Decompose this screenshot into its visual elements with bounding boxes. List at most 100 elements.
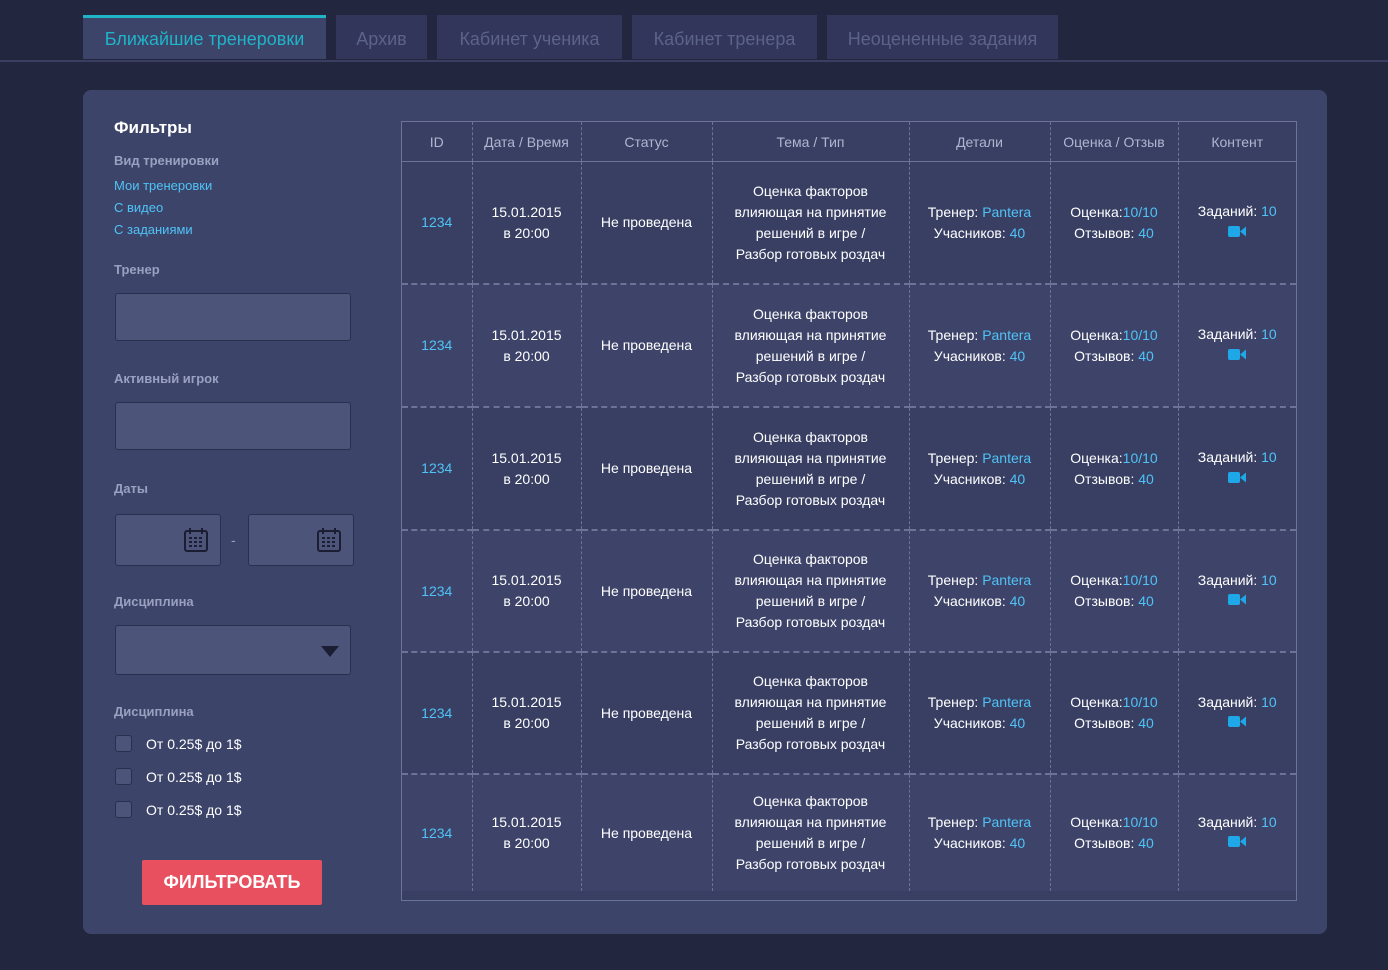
topic-line: решений в игре / xyxy=(755,715,866,731)
column-header-date[interactable]: Дата / Время xyxy=(472,122,582,162)
participants-count[interactable]: 40 xyxy=(1009,715,1026,731)
link-with-video[interactable]: С видео xyxy=(114,200,164,215)
cell-status: Не проведена xyxy=(581,774,713,891)
tasks-count[interactable]: 10 xyxy=(1261,693,1277,710)
topic-line: влияющая на принятие xyxy=(734,326,887,343)
active-player-input[interactable] xyxy=(115,402,351,450)
topic-line: решений в игре / xyxy=(755,593,866,609)
date-to-input[interactable] xyxy=(248,514,354,566)
coach-link[interactable]: Pantera xyxy=(982,694,1032,710)
participants-count[interactable]: 40 xyxy=(1009,593,1026,609)
rating-value[interactable]: 10/10 xyxy=(1122,572,1158,588)
rating-value[interactable]: 10/10 xyxy=(1122,449,1158,466)
link-my-trainings[interactable]: Мои тренеровки xyxy=(114,178,213,193)
coach-label: Тренер: xyxy=(927,203,979,220)
topic-line: влияющая на принятие xyxy=(734,694,887,710)
training-id-link[interactable]: 1234 xyxy=(421,460,453,476)
video-camera-icon[interactable] xyxy=(1228,713,1247,734)
cell-content: Заданий: 10 xyxy=(1178,774,1296,891)
table-row: 1234 15.01.2015 в 20:00 Не проведена Оценка … xyxy=(402,161,1296,285)
table-row: 1234 15.01.2015 в 20:00 Не проведена Оценка … xyxy=(402,284,1296,408)
tab-unrated-tasks[interactable]: Неоцененные задания xyxy=(827,15,1058,59)
reviews-count[interactable]: 40 xyxy=(1138,347,1154,364)
column-header-content[interactable]: Контент xyxy=(1178,122,1296,162)
coach-link[interactable]: Pantera xyxy=(982,203,1032,220)
checkbox[interactable] xyxy=(115,801,132,818)
tasks-count[interactable]: 10 xyxy=(1261,571,1277,588)
training-id-link[interactable]: 1234 xyxy=(421,704,453,721)
coach-label: Тренер: xyxy=(927,449,979,466)
rating-value[interactable]: 10/10 xyxy=(1122,814,1158,830)
reviews-count[interactable]: 40 xyxy=(1138,593,1154,609)
reviews-count[interactable]: 40 xyxy=(1138,715,1154,731)
cell-details: Тренер: Pantera Учасников: 40 xyxy=(909,530,1051,653)
rating-label: Оценка: xyxy=(1070,449,1123,466)
tasks-count[interactable]: 10 xyxy=(1261,203,1277,220)
cell-id: 1234 xyxy=(402,530,473,653)
tab-upcoming-trainings[interactable]: Ближайшие тренеровки xyxy=(83,15,326,59)
coach-link[interactable]: Pantera xyxy=(982,814,1032,830)
tasks-count[interactable]: 10 xyxy=(1261,449,1277,466)
tab-student-cabinet[interactable]: Кабинет ученика xyxy=(437,15,622,59)
reviews-count[interactable]: 40 xyxy=(1138,835,1154,851)
training-id-link[interactable]: 1234 xyxy=(421,824,453,841)
caret-down-icon[interactable] xyxy=(321,646,339,657)
reviews-count[interactable]: 40 xyxy=(1138,224,1154,241)
discipline-select[interactable] xyxy=(115,625,351,675)
topic-line: Оценка факторов xyxy=(752,305,868,322)
video-camera-icon[interactable] xyxy=(1228,346,1247,367)
video-camera-icon[interactable] xyxy=(1228,833,1247,854)
video-camera-icon[interactable] xyxy=(1228,591,1247,612)
training-id-link[interactable]: 1234 xyxy=(421,582,453,599)
training-id-link[interactable]: 1234 xyxy=(421,214,453,230)
training-id-link[interactable]: 1234 xyxy=(421,337,453,353)
cell-content: Заданий: 10 xyxy=(1178,161,1296,285)
participants-count[interactable]: 40 xyxy=(1009,347,1026,364)
topic-line: Разбор готовых роздач xyxy=(735,614,886,630)
dates-label: Даты xyxy=(114,481,148,496)
tab-coach-cabinet[interactable]: Кабинет тренера xyxy=(632,15,817,59)
cell-topic: Оценка факторов влияющая на принятие решен… xyxy=(712,652,910,775)
checkbox[interactable] xyxy=(115,735,132,752)
table-row: 1234 15.01.2015 в 20:00 Не проведена Оценка … xyxy=(402,407,1296,531)
main-panel: Фильтры Вид тренировки Мои тренеровки С … xyxy=(83,90,1327,934)
tasks-label: Заданий: xyxy=(1197,571,1258,588)
participants-count[interactable]: 40 xyxy=(1009,224,1026,241)
column-header-details[interactable]: Детали xyxy=(909,122,1051,162)
tasks-count[interactable]: 10 xyxy=(1261,813,1277,830)
column-header-id[interactable]: ID xyxy=(402,122,473,162)
topic-line: влияющая на принятие xyxy=(734,814,887,830)
cell-topic: Оценка факторов влияющая на принятие решен… xyxy=(712,774,910,891)
date-from-input[interactable] xyxy=(115,514,221,566)
link-with-tasks[interactable]: С заданиями xyxy=(114,222,193,237)
coach-link[interactable]: Pantera xyxy=(982,572,1032,588)
rating-value[interactable]: 10/10 xyxy=(1122,694,1158,710)
tab-archive[interactable]: Архив xyxy=(336,15,427,59)
topic-line: Разбор готовых роздач xyxy=(735,368,886,385)
participants-count[interactable]: 40 xyxy=(1009,470,1026,487)
column-header-topic[interactable]: Тема / Тип xyxy=(712,122,910,162)
tasks-count[interactable]: 10 xyxy=(1261,326,1277,343)
rating-label: Оценка: xyxy=(1070,572,1123,588)
video-camera-icon[interactable] xyxy=(1228,223,1247,244)
calendar-icon[interactable] xyxy=(184,528,208,552)
video-camera-icon[interactable] xyxy=(1228,469,1247,490)
filter-button[interactable]: ФИЛЬТРОВАТЬ xyxy=(142,860,322,905)
calendar-icon[interactable] xyxy=(317,528,341,552)
rating-label: Оценка: xyxy=(1070,814,1123,830)
column-header-status[interactable]: Статус xyxy=(581,122,713,162)
coach-link[interactable]: Pantera xyxy=(982,326,1032,343)
rating-value[interactable]: 10/10 xyxy=(1122,326,1158,343)
coach-link[interactable]: Pantera xyxy=(982,449,1032,466)
rating-value[interactable]: 10/10 xyxy=(1122,203,1158,220)
table-header-row: ID Дата / Время Статус Тема / Тип Детали… xyxy=(402,122,1296,162)
topic-line: Разбор готовых роздач xyxy=(735,491,886,508)
column-header-rating[interactable]: Оценка / Отзыв xyxy=(1050,122,1179,162)
cell-content: Заданий: 10 xyxy=(1178,284,1296,408)
training-date: 15.01.2015 xyxy=(491,814,562,830)
checkbox[interactable] xyxy=(115,768,132,785)
topic-line: Разбор готовых роздач xyxy=(735,736,886,752)
participants-count[interactable]: 40 xyxy=(1009,835,1026,851)
coach-input[interactable] xyxy=(115,293,351,341)
reviews-count[interactable]: 40 xyxy=(1138,470,1154,487)
